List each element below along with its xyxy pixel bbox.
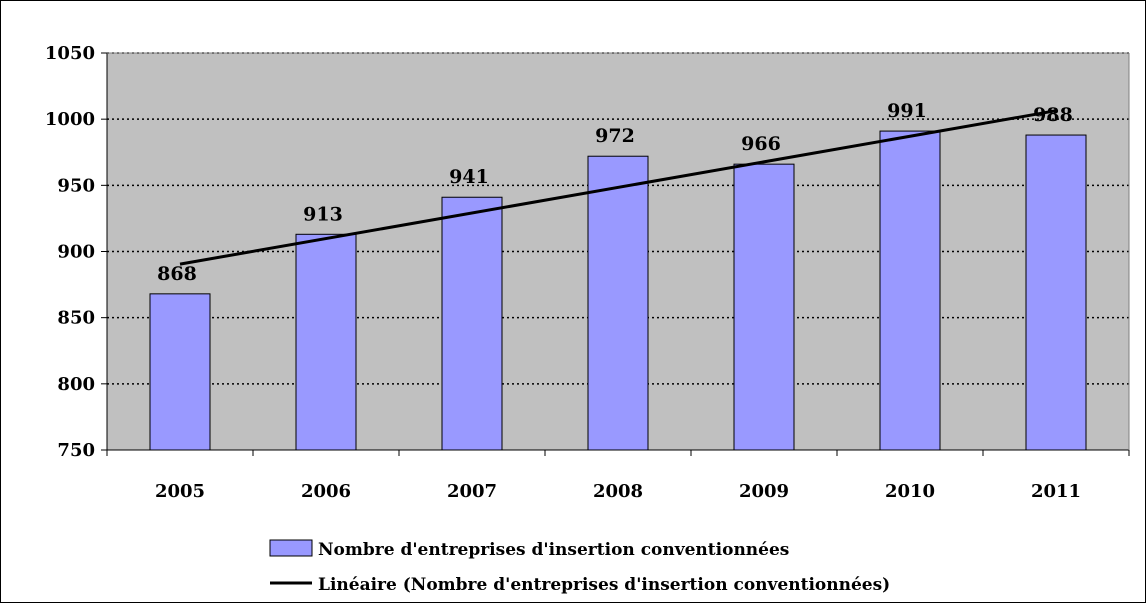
x-tick-label-2009: 2009 <box>739 481 789 502</box>
trendline <box>179 109 1057 266</box>
y-tick-label-950: 950 <box>57 175 95 196</box>
x-tick-label-2006: 2006 <box>301 481 351 502</box>
data-labels: 868 913 941 972 966 991 988 <box>157 100 1073 285</box>
data-label-2007: 941 <box>449 166 489 188</box>
bar-2011 <box>1025 134 1087 451</box>
trendline-line <box>179 109 1057 266</box>
bar-2007 <box>441 196 503 451</box>
axes: 750 800 850 900 950 1000 1050 2005 2006 2007 2008 2… <box>45 43 1130 502</box>
data-label-2006: 913 <box>303 203 343 225</box>
bars <box>149 130 1087 451</box>
x-tick-label-2007: 2007 <box>447 481 497 502</box>
x-tick-label-2008: 2008 <box>593 481 643 502</box>
x-tick-label-2005: 2005 <box>155 481 205 502</box>
bar-2006 <box>295 233 357 451</box>
legend-swatch-bar <box>269 539 313 557</box>
y-tick-label-1050: 1050 <box>45 43 95 64</box>
bar-2009 <box>733 163 795 451</box>
data-label-2011: 988 <box>1033 104 1073 126</box>
data-label-2005: 868 <box>157 263 197 285</box>
data-label-2009: 966 <box>741 133 781 155</box>
legend-label-bar: Nombre d'entreprises d'insertion convent… <box>318 540 789 560</box>
bar-2010 <box>879 130 941 451</box>
bar-2008 <box>587 155 649 451</box>
y-tick-label-1000: 1000 <box>45 109 95 130</box>
y-tick-label-750: 750 <box>57 440 95 461</box>
data-label-2008: 972 <box>595 125 635 147</box>
legend: Nombre d'entreprises d'insertion convent… <box>269 539 890 595</box>
y-tick-label-850: 850 <box>57 308 95 329</box>
data-label-2010: 991 <box>887 100 927 122</box>
y-tick-label-900: 900 <box>57 242 95 263</box>
x-tick-label-2011: 2011 <box>1031 481 1081 502</box>
legend-label-trendline: Linéaire (Nombre d'entreprises d'inserti… <box>318 575 890 595</box>
x-tick-label-2010: 2010 <box>885 481 935 502</box>
bar-2005 <box>149 293 211 451</box>
y-tick-label-800: 800 <box>57 374 95 395</box>
